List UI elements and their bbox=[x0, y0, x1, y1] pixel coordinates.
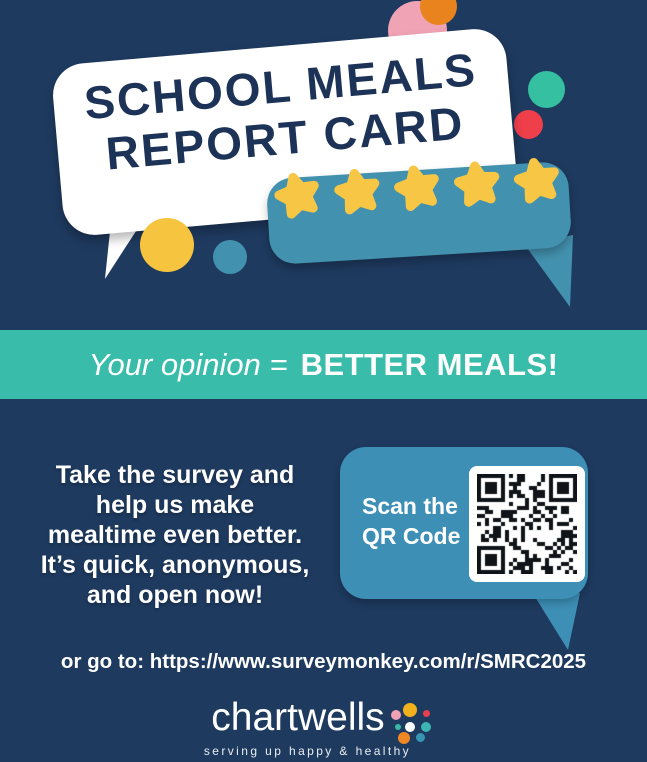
qr-code bbox=[477, 474, 577, 574]
logo-dot-teal-right bbox=[420, 722, 431, 732]
banner-italic-text: Your opinion = bbox=[88, 346, 288, 382]
qr-label-line1: Scan the bbox=[362, 493, 458, 519]
body-line: mealtime even better. bbox=[47, 521, 303, 549]
banner-bold-text: BETTER MEALS! bbox=[300, 346, 559, 382]
logo-dot-teal-small bbox=[394, 724, 401, 730]
star-icon bbox=[513, 158, 559, 204]
decor-circle-yellow bbox=[140, 218, 194, 272]
rating-speech-bubble bbox=[265, 158, 573, 266]
decor-circle-green bbox=[528, 71, 565, 108]
qr-bubble-tail bbox=[532, 592, 580, 650]
brand-tagline: serving up happy & healthy bbox=[203, 744, 412, 758]
decor-circle-blue bbox=[213, 240, 247, 274]
logo-dot-orange bbox=[397, 732, 410, 744]
five-star-rating bbox=[265, 149, 570, 225]
body-line: It’s quick, anonymous, bbox=[40, 551, 310, 579]
body-line: and open now! bbox=[86, 581, 264, 609]
logo-dot-white bbox=[404, 722, 415, 732]
qr-label: Scan the QR Code bbox=[362, 491, 460, 551]
brand-name: chartwells bbox=[211, 696, 385, 739]
body-line: help us make bbox=[95, 491, 255, 519]
banner-strip: Your opinion = BETTER MEALS! bbox=[0, 330, 647, 399]
chartwells-logo: chartwells serving up happy & healthy bbox=[0, 698, 647, 758]
star-icon bbox=[394, 165, 439, 212]
star-icon bbox=[454, 161, 500, 207]
logo-dot-pink bbox=[390, 710, 401, 720]
survey-url-text: or go to: https://www.surveymonkey.com/r… bbox=[60, 650, 587, 673]
decor-circle-red bbox=[514, 110, 543, 139]
body-copy: Take the survey and help us make mealtim… bbox=[25, 460, 325, 610]
body-line: Take the survey and bbox=[55, 461, 295, 489]
logo-dot-red bbox=[422, 710, 430, 717]
logo-dot-teal-bottom bbox=[415, 733, 425, 742]
qr-code-frame bbox=[469, 466, 585, 582]
chartwells-dots-icon bbox=[388, 700, 436, 744]
logo-dot-yellow bbox=[402, 703, 417, 717]
qr-label-line2: QR Code bbox=[362, 523, 461, 549]
star-icon bbox=[274, 172, 319, 219]
star-icon bbox=[334, 168, 380, 215]
